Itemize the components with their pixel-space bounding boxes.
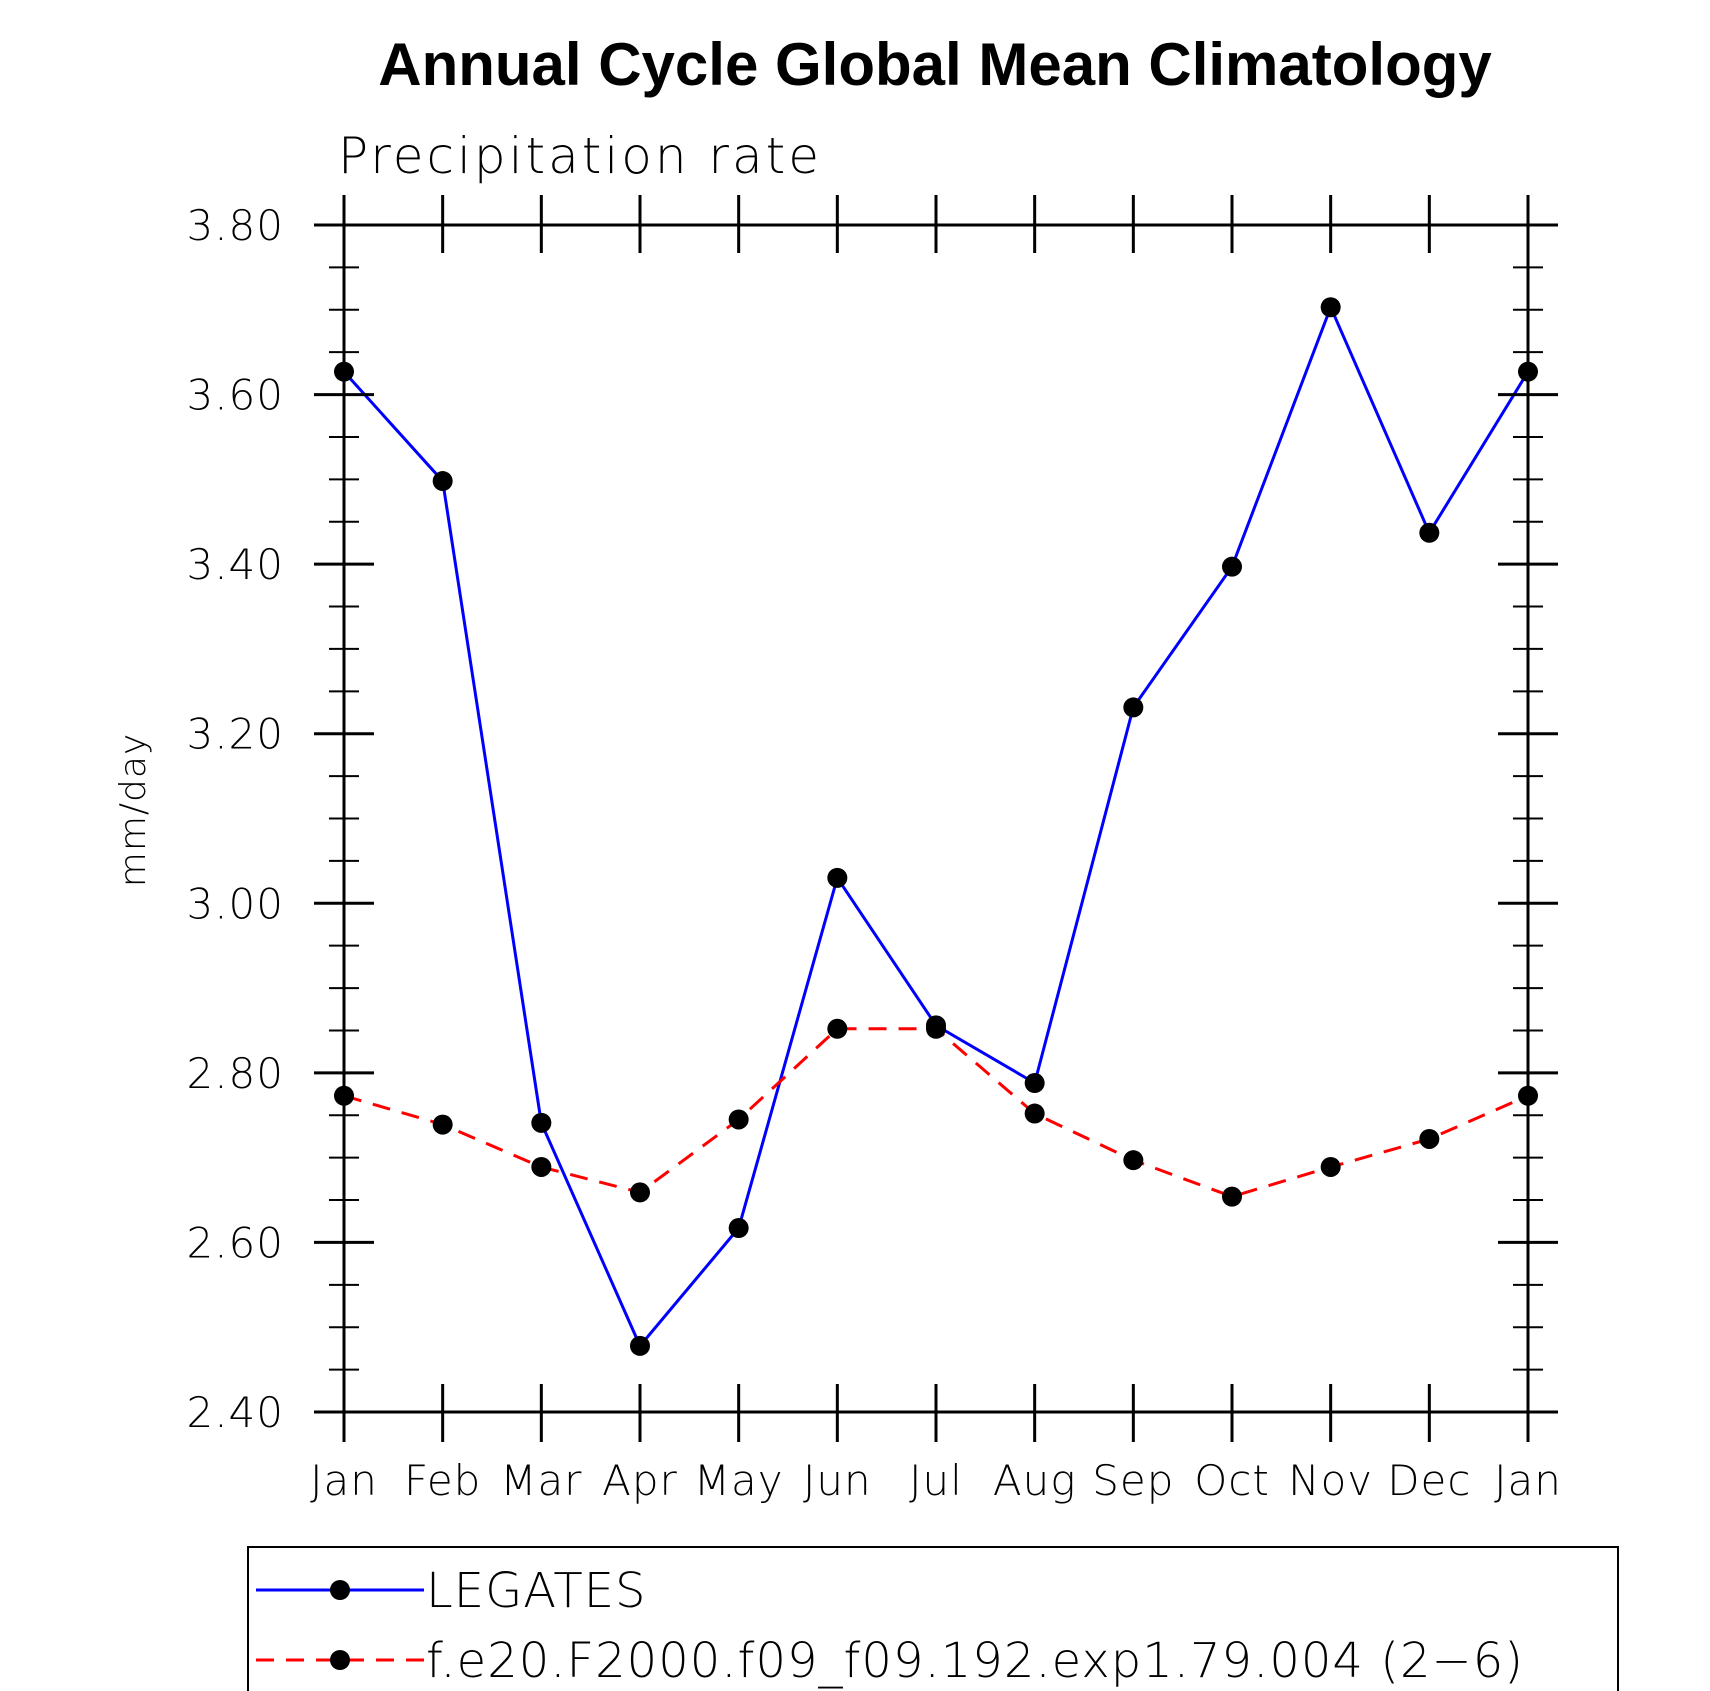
data-point-series-1 (630, 1182, 650, 1203)
axes-layer: Jan Feb Mar Apr May Jun Jul Aug Sep Oct Nov Dec Jan 2… (186, 195, 1561, 1505)
data-point-series-0 (1123, 697, 1144, 718)
legend-marker-model (330, 1650, 350, 1670)
y-axis-label: mm/day (113, 733, 154, 887)
data-point-series-1 (531, 1156, 552, 1177)
x-tick-label: Nov (1288, 1456, 1373, 1505)
data-point-series-1 (1419, 1128, 1440, 1149)
data-point-series-0 (1419, 522, 1440, 543)
series-layer (334, 297, 1538, 1356)
x-tick-label: Feb (404, 1456, 481, 1505)
data-point-series-1 (1320, 1156, 1341, 1177)
data-point-series-1 (728, 1109, 749, 1130)
y-tick-label: 3.80 (186, 201, 284, 250)
legend-label-model: f.e20.F2000.f09_f09.192.exp1.79.004 (2−6… (426, 1633, 1524, 1689)
x-tick-label: Aug (993, 1456, 1077, 1505)
legend: LEGATES f.e20.F2000.f09_f09.192.exp1.79.… (247, 1546, 1619, 1691)
data-point-series-1 (1123, 1150, 1144, 1171)
y-tick-label: 3.20 (186, 710, 284, 759)
x-tick-label: Jul (909, 1456, 963, 1505)
y-tick-label: 3.60 (186, 371, 284, 420)
legend-box (247, 1546, 1619, 1691)
data-point-series-0 (1024, 1073, 1045, 1094)
data-point-series-1 (926, 1018, 946, 1039)
x-tick-label: May (694, 1456, 784, 1505)
y-tick-label: 2.40 (186, 1388, 284, 1437)
y-tick-label: 3.40 (186, 540, 284, 589)
legend-marker-legates (330, 1580, 350, 1600)
chart-subtitle: Precipitation rate (338, 127, 822, 185)
chart-title: Annual Cycle Global Mean Climatology (378, 31, 1492, 98)
x-tick-label: Jun (803, 1456, 872, 1505)
x-tick-label: Dec (1387, 1456, 1471, 1505)
data-point-series-1 (1024, 1103, 1045, 1124)
x-tick-label: Jan (1494, 1456, 1562, 1505)
data-point-series-1 (827, 1018, 848, 1039)
plot-frame (342, 223, 1530, 1414)
data-point-series-0 (1320, 297, 1341, 318)
y-tick-label: 2.60 (186, 1218, 284, 1267)
legend-item-model: f.e20.F2000.f09_f09.192.exp1.79.004 (2−6… (256, 1633, 1524, 1689)
y-tick-label: 2.80 (186, 1049, 284, 1098)
data-point-series-1 (432, 1114, 453, 1135)
series-line-1 (343, 1027, 1529, 1199)
data-point-series-0 (630, 1335, 650, 1356)
data-point-series-0 (1222, 556, 1242, 577)
legend-item-legates: LEGATES (256, 1563, 647, 1619)
x-tick-label: Sep (1092, 1456, 1174, 1505)
x-tick-label: Jan (310, 1456, 378, 1505)
x-tick-label: Apr (602, 1456, 678, 1505)
y-tick-label: 3.00 (186, 879, 284, 928)
data-point-series-0 (827, 867, 848, 888)
x-tick-label: Mar (500, 1456, 582, 1505)
data-point-series-1 (1222, 1186, 1242, 1207)
legend-label-legates: LEGATES (426, 1563, 647, 1619)
data-point-series-0 (432, 471, 453, 492)
series-line-0 (342, 303, 1530, 1349)
data-point-series-0 (728, 1218, 749, 1239)
x-tick-label: Oct (1194, 1456, 1270, 1505)
data-point-series-0 (531, 1112, 552, 1133)
